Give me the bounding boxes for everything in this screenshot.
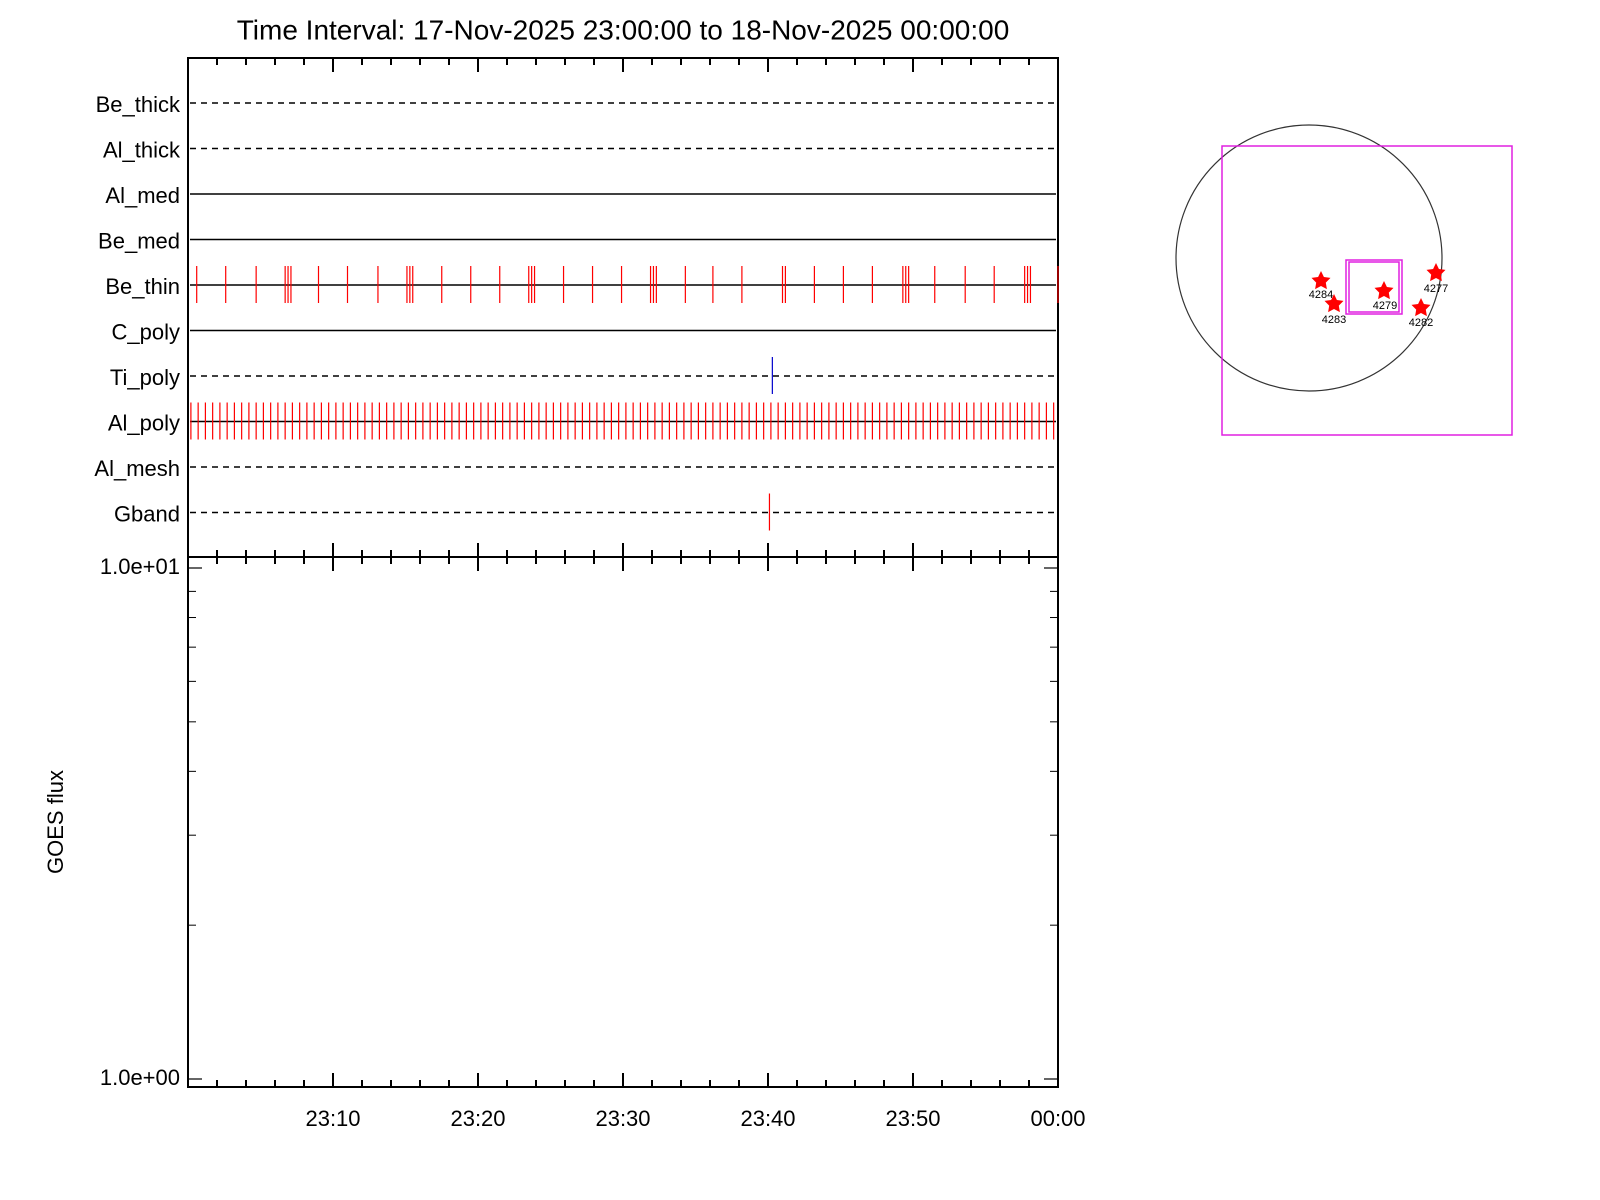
row-label: Al_med: [105, 183, 180, 208]
region-label: 4283: [1322, 314, 1346, 326]
y-tick-label: 1.0e+00: [100, 1065, 180, 1090]
lower-panel: [187, 556, 1059, 1088]
sun-map: 4284 4283 4279 4277 4282: [1175, 124, 1513, 436]
row-label: Al_poly: [108, 410, 180, 435]
row-label: Gband: [114, 501, 180, 526]
x-tick-label: 23:40: [740, 1106, 795, 1131]
x-tick-label: 00:00: [1030, 1106, 1085, 1131]
x-tick-label: 23:50: [885, 1106, 940, 1131]
x-tick-label: 23:20: [450, 1106, 505, 1131]
upper-panel: [187, 57, 1059, 558]
y-axis-title: GOES flux: [43, 770, 68, 874]
y-tick-label: 1.0e+01: [100, 554, 180, 579]
x-tick-label: 23:30: [595, 1106, 650, 1131]
solar-disk: [1175, 124, 1443, 392]
row-label: Be_thin: [105, 274, 180, 299]
fov-inner: [1345, 259, 1403, 315]
fov-inner: [1348, 261, 1400, 313]
x-tick-label: 23:10: [305, 1106, 360, 1131]
row-label: C_poly: [112, 319, 180, 344]
region-marker: [1426, 263, 1446, 282]
region-label: 4277: [1424, 283, 1448, 295]
region-marker: [1311, 271, 1331, 290]
chart-title: Time Interval: 17-Nov-2025 23:00:00 to 1…: [237, 14, 1010, 45]
region-marker: [1374, 281, 1394, 300]
row-label: Be_thick: [96, 92, 181, 117]
row-label: Al_mesh: [94, 456, 180, 481]
row-label: Be_med: [98, 228, 180, 253]
region-label: 4279: [1373, 300, 1397, 312]
row-label: Al_thick: [103, 137, 181, 162]
region-marker: [1411, 298, 1431, 317]
region-label: 4284: [1309, 289, 1333, 301]
row-label: Ti_poly: [110, 365, 180, 390]
region-label: 4282: [1409, 317, 1433, 329]
field-of-view: [1221, 145, 1513, 436]
